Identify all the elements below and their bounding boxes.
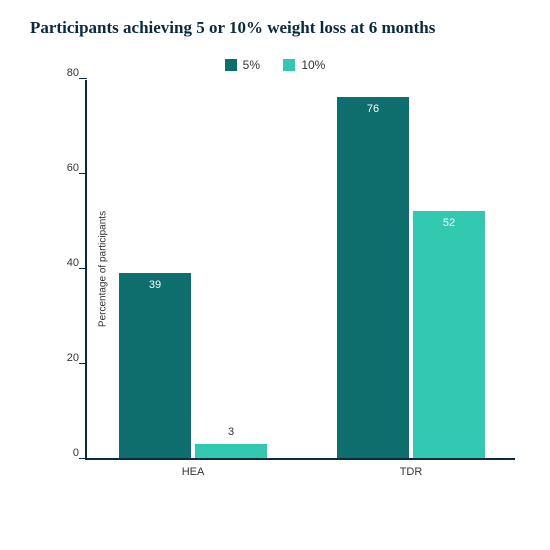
- chart-title: Participants achieving 5 or 10% weight l…: [30, 18, 520, 38]
- bar: 76: [337, 97, 409, 458]
- x-tick-label: TDR: [400, 466, 423, 478]
- bar-value-label: 3: [228, 426, 234, 438]
- y-tick: [79, 173, 87, 174]
- legend-label: 5%: [243, 58, 260, 72]
- legend-item-10pct: 10%: [283, 58, 325, 72]
- bar-value-label: 52: [443, 217, 455, 229]
- plot-area: Percentage of participants 3937652 02040…: [85, 80, 515, 460]
- legend-swatch-5pct: [225, 59, 237, 71]
- y-tick: [79, 458, 87, 459]
- legend-item-5pct: 5%: [225, 58, 260, 72]
- legend: 5% 10%: [30, 58, 520, 74]
- bars-layer: 39 3 76 52: [87, 80, 515, 458]
- bar: 39: [119, 273, 191, 458]
- chart-container: Participants achieving 5 or 10% weight l…: [0, 0, 550, 550]
- bar: 3: [195, 444, 267, 458]
- y-tick-label: 0: [59, 447, 79, 459]
- bar: 52: [413, 211, 485, 458]
- bar-value-label: 76: [367, 103, 379, 115]
- legend-swatch-10pct: [283, 59, 295, 71]
- y-tick-label: 20: [59, 352, 79, 364]
- y-tick: [79, 78, 87, 79]
- y-tick-label: 80: [59, 67, 79, 79]
- bar-value-label: 39: [149, 279, 161, 291]
- legend-label: 10%: [301, 58, 325, 72]
- y-tick: [79, 268, 87, 269]
- y-tick-label: 40: [59, 257, 79, 269]
- x-tick-label: HEA: [182, 466, 205, 478]
- y-tick: [79, 363, 87, 364]
- y-tick-label: 60: [59, 162, 79, 174]
